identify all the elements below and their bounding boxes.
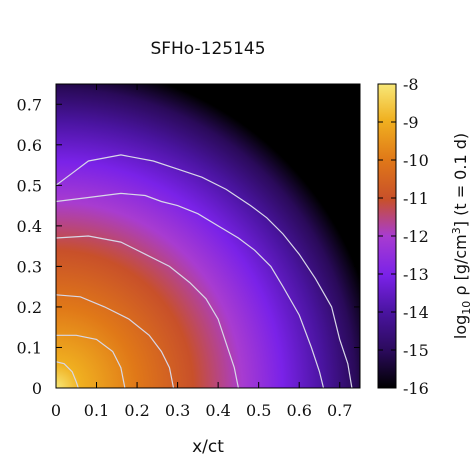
y-tick-label: 0.5 (17, 176, 42, 195)
x-tick-label: 0.7 (327, 401, 352, 420)
colorbar-tick-label: -11 (403, 189, 429, 208)
contour-line (56, 192, 325, 388)
colorbar: -8 -9 -10 -11 -12 -13 -14 -15 -16 log10 ρ [g/cm3… (377, 75, 473, 398)
x-tick-label: 0.2 (124, 401, 149, 420)
contour-line (56, 235, 239, 388)
plot-frame (55, 83, 361, 389)
y-tick-label: 0.1 (17, 338, 42, 357)
x-axis: 0 0.1 0.2 0.3 0.4 0.5 0.6 0.7 (51, 84, 352, 420)
contour-line (56, 294, 175, 388)
x-tick-label: 0.5 (246, 401, 271, 420)
colorbar-ticks: -8 -9 -10 -11 -12 -13 -14 -15 -16 (378, 75, 429, 398)
colorbar-tick-label: -16 (403, 379, 429, 398)
colorbar-tick-label: -13 (403, 265, 429, 284)
colorbar-tick-label: -12 (403, 227, 429, 246)
x-tick-label: 0.1 (84, 401, 109, 420)
x-axis-label: x/ct (192, 437, 224, 457)
colorbar-tick-label: -9 (403, 113, 419, 132)
contour-line (56, 361, 79, 388)
contour-line (56, 334, 126, 388)
colorbar-tick-label: -8 (403, 75, 419, 94)
x-tick-label: 0 (51, 401, 61, 420)
y-tick-label: 0.6 (17, 136, 42, 155)
y-tick-label: 0.2 (17, 298, 42, 317)
y-tick-label: 0.4 (17, 217, 42, 236)
chart-title: SFHo-125145 (150, 39, 265, 59)
x-tick-label: 0.3 (165, 401, 190, 420)
contour-line (56, 154, 353, 388)
density-field (56, 84, 360, 388)
y-tick-label: 0 (32, 379, 42, 398)
y-tick-label: 0.7 (17, 95, 42, 114)
contour-lines (56, 154, 353, 388)
colorbar-tick-label: -10 (403, 151, 429, 170)
colorbar-tick-label: -14 (403, 303, 429, 322)
colorbar-tick-label: -15 (403, 341, 429, 360)
colorbar-label: log10 ρ [g/cm3] (t = 0.1 d) (450, 133, 473, 339)
plot-area (55, 83, 361, 389)
y-tick-label: 0.3 (17, 257, 42, 276)
x-tick-label: 0.6 (286, 401, 311, 420)
x-tick-label: 0.4 (205, 401, 230, 420)
y-axis: 0 0.1 0.2 0.3 0.4 0.5 0.6 0.7 (17, 95, 360, 398)
